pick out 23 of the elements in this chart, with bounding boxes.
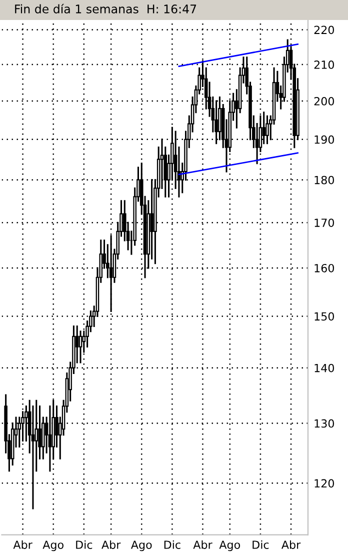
y-tick-label: 170 [314,218,334,227]
y-tick-label: 150 [314,312,334,321]
x-tick-label: Ago [130,540,152,552]
x-tick-label: Ago [42,540,64,552]
y-tick-label: 200 [314,97,334,106]
x-tick-label: Ago [219,540,240,552]
y-tick-label: 220 [314,26,334,34]
y-tick-label: 210 [314,60,334,69]
x-tick-label: Dic [76,540,92,549]
candlestick [266,115,269,144]
y-tick-label: 140 [314,364,334,372]
chart-title: Fin de día 1 semanas H: 16:47 [15,4,196,14]
x-tick-label: Abr [193,540,212,549]
x-tick-label: Dic [252,540,269,549]
y-tick-label: 180 [314,176,334,184]
y-tick-label: 120 [314,479,334,488]
y-tick-label: 130 [314,419,334,428]
x-tick-label: Abr [13,540,32,549]
y-tick-label: 190 [314,135,334,144]
y-tick-label: 160 [314,264,334,272]
x-tick-label: Abr [281,540,301,549]
x-tick-label: Abr [102,540,121,549]
x-tick-label: Dic [164,540,180,549]
